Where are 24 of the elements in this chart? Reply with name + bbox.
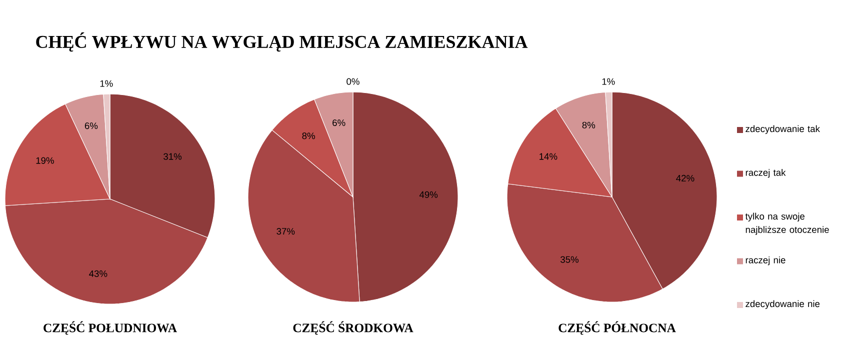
text: CZĘŚĆ ŚRODKOWA	[293, 321, 414, 335]
data-label: 6%	[84, 122, 98, 130]
data-label: 37%	[276, 228, 295, 235]
data-label: 31%	[164, 153, 182, 160]
legend-label: zdecydowanie nie	[746, 300, 820, 309]
data-label: 6%	[332, 119, 346, 126]
data-label: 42%	[676, 174, 694, 182]
text: 0%	[346, 78, 360, 85]
text: CZĘŚĆ PÓŁNOCNA	[558, 321, 676, 335]
legend-label: raczej nie	[746, 256, 786, 266]
data-label: 43%	[89, 270, 108, 277]
data-label: 14%	[540, 153, 558, 160]
data-label: 8%	[302, 132, 315, 140]
data-label: 49%	[419, 191, 438, 198]
data-label: 19%	[36, 157, 54, 164]
data-label: 1%	[100, 80, 113, 87]
text: CHĘĆ WPŁYWU NA WYGLĄD MIEJSCA ZAMIESZKANIA	[36, 32, 528, 52]
legend-label: raczej tak	[746, 169, 786, 178]
legend-label: tylko na swoje najbliższe otoczenie	[745, 212, 829, 235]
legend-label: zdecydowanie tak	[746, 125, 820, 134]
text: CZĘŚĆ POŁUDNIOWA	[44, 321, 177, 335]
data-label: 1%	[602, 78, 615, 85]
data-label: 35%	[560, 256, 579, 263]
data-label: 8%	[582, 122, 596, 128]
